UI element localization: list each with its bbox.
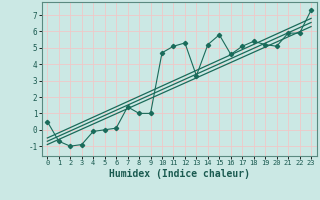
X-axis label: Humidex (Indice chaleur): Humidex (Indice chaleur) (109, 169, 250, 179)
